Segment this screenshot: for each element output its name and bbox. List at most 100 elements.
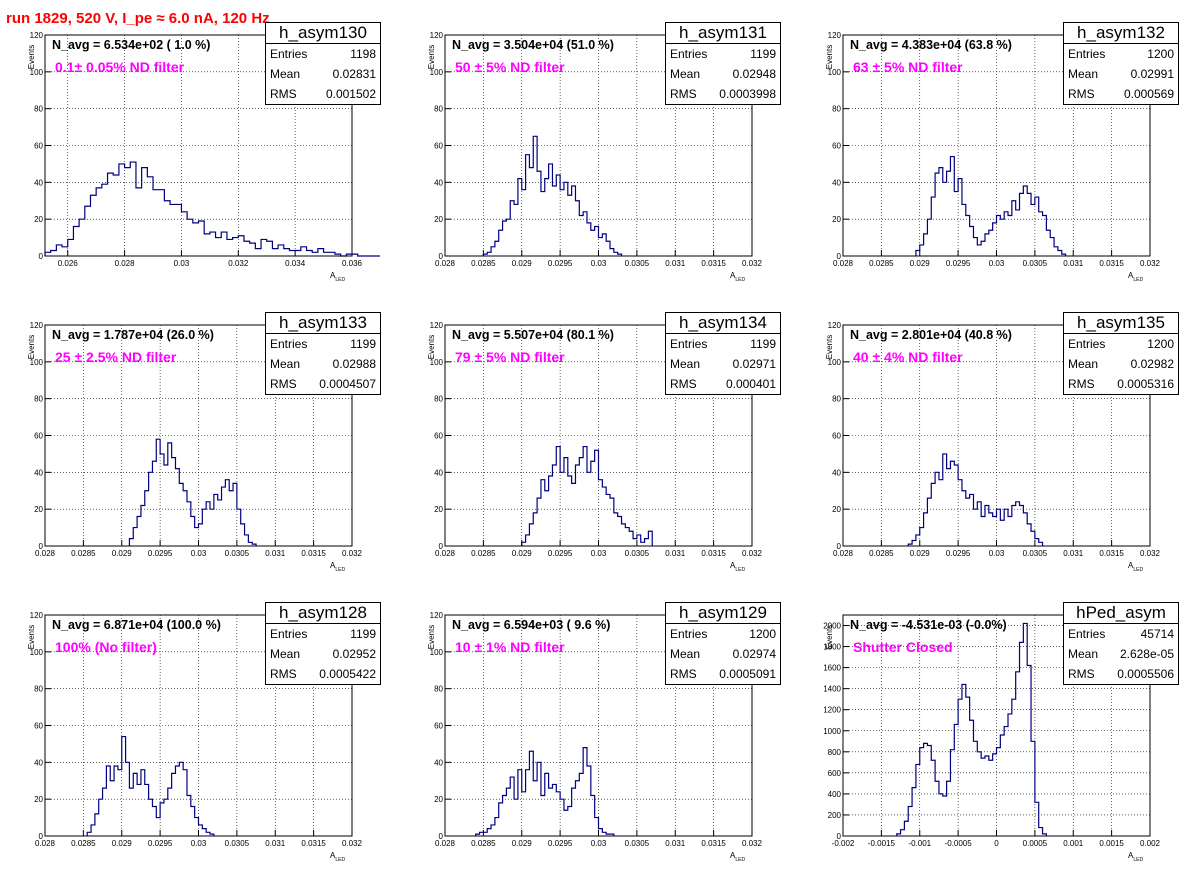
- x-axis-title: ALED: [330, 561, 345, 572]
- x-tick-label: 0.028: [435, 839, 456, 848]
- y-axis-title: Events: [27, 625, 36, 649]
- stats-label: RMS: [1068, 377, 1095, 391]
- x-tick-label: 0.0295: [946, 549, 971, 558]
- x-tick-label: 0.002: [1140, 839, 1161, 848]
- x-tick-label: 0.0305: [625, 259, 650, 268]
- stats-box: h_asym135 Entries 1200 Mean 0.02982 RMS 0.0005…: [1063, 312, 1179, 395]
- stats-value: 0.001502: [325, 87, 376, 101]
- navg-label: N_avg = 6.594e+03 ( 9.6 %): [452, 618, 610, 632]
- x-axis-title: ALED: [330, 851, 345, 862]
- histogram-panel: 0.028 0.0285 0.029 0.0295 0.03 0.0305 0.031 0.0…: [798, 312, 1179, 572]
- stats-value: 0.000401: [725, 377, 776, 391]
- stats-label: RMS: [670, 377, 697, 391]
- y-tick-label: 20: [34, 215, 43, 224]
- y-axis-title: Events: [27, 45, 36, 69]
- y-tick-label: 100: [828, 358, 842, 367]
- filter-label: 40 ± 4% ND filter: [853, 349, 963, 365]
- histogram-panel: 0.028 0.0285 0.029 0.0295 0.03 0.0305 0.031 0.0…: [400, 602, 781, 862]
- stats-label: Mean: [270, 67, 301, 81]
- x-tick-label: 0.0285: [71, 839, 96, 848]
- x-tick-label: 0.031: [265, 549, 286, 558]
- x-tick-label: 0.032: [1140, 549, 1161, 558]
- stats-value: 0.02982: [1130, 357, 1174, 371]
- histogram-panel: 0.028 0.0285 0.029 0.0295 0.03 0.0305 0.031 0.0…: [0, 602, 381, 862]
- x-tick-label: 0.0015: [1099, 839, 1124, 848]
- y-tick-label: 1200: [823, 706, 841, 715]
- stats-label: Entries: [670, 337, 708, 351]
- x-tick-label: 0.0295: [148, 839, 173, 848]
- x-tick-label: 0.031: [1063, 549, 1084, 558]
- stats-label: RMS: [270, 667, 297, 681]
- y-tick-label: 120: [430, 31, 444, 40]
- stats-value: 1199: [350, 627, 376, 641]
- stats-value: 1198: [350, 47, 376, 61]
- stats-entries-row: Entries 45714: [1064, 624, 1178, 644]
- x-tick-label: 0.03: [191, 549, 207, 558]
- y-tick-label: 60: [34, 142, 43, 151]
- x-tick-label: 0.03: [989, 259, 1005, 268]
- stats-mean-row: Mean 0.02952: [266, 644, 380, 664]
- stats-entries-row: Entries 1199: [666, 44, 780, 64]
- x-tick-label: 0.032: [342, 839, 363, 848]
- x-tick-label: 0.0005: [1023, 839, 1048, 848]
- stats-value: 0.0005422: [319, 667, 376, 681]
- y-tick-label: 1000: [823, 727, 841, 736]
- x-tick-label: 0.032: [742, 839, 763, 848]
- x-tick-label: 0.0285: [869, 549, 894, 558]
- stats-entries-row: Entries 1200: [1064, 334, 1178, 354]
- histogram-panel: 0.026 0.028 0.03 0.032 0.034 0.036 0 20 40 60 80 10…: [0, 22, 381, 282]
- x-tick-label: 0.029: [112, 549, 133, 558]
- navg-label: N_avg = 6.871e+04 (100.0 %): [52, 618, 221, 632]
- y-tick-label: 80: [34, 395, 43, 404]
- y-tick-label: 100: [430, 358, 444, 367]
- x-tick-label: 0.0315: [701, 549, 726, 558]
- x-tick-label: 0.031: [665, 839, 686, 848]
- stats-value: 0.02948: [732, 67, 776, 81]
- stats-label: Mean: [270, 647, 301, 661]
- stats-box: h_asym134 Entries 1199 Mean 0.02971 RMS 0.0004…: [665, 312, 781, 395]
- x-tick-label: 0.03: [191, 839, 207, 848]
- y-tick-label: 0: [439, 832, 444, 841]
- x-tick-label: 0.0305: [1023, 259, 1048, 268]
- x-tick-label: -0.0005: [945, 839, 973, 848]
- x-axis-title: ALED: [1128, 851, 1143, 862]
- x-axis-title-main: A: [1128, 271, 1134, 280]
- x-tick-label: 0.0315: [701, 259, 726, 268]
- histogram-series: [475, 747, 615, 836]
- y-tick-label: 0: [39, 542, 44, 551]
- stats-rms-row: RMS 0.0003998: [666, 84, 780, 104]
- x-tick-label: 0.029: [512, 839, 533, 848]
- stats-box: h_asym131 Entries 1199 Mean 0.02948 RMS 0.0003…: [665, 22, 781, 105]
- x-tick-label: 0.032: [1140, 259, 1161, 268]
- stats-label: Entries: [670, 627, 708, 641]
- y-axis-title: Events: [427, 45, 436, 69]
- stats-label: RMS: [670, 87, 697, 101]
- y-tick-label: 80: [434, 685, 443, 694]
- x-tick-label: 0.0295: [148, 549, 173, 558]
- filter-label: 25 ± 2.5% ND filter: [55, 349, 177, 365]
- navg-label: N_avg = 6.534e+02 ( 1.0 %): [52, 38, 210, 52]
- y-tick-label: 40: [832, 468, 841, 477]
- stats-rms-row: RMS 0.000569: [1064, 84, 1178, 104]
- stats-entries-row: Entries 1199: [266, 334, 380, 354]
- stats-rms-row: RMS 0.000401: [666, 374, 780, 394]
- histogram-name: h_asym133: [266, 313, 380, 334]
- x-tick-label: 0.031: [265, 839, 286, 848]
- x-axis-title-sub: LED: [1133, 567, 1143, 572]
- stats-mean-row: Mean 0.02948: [666, 64, 780, 84]
- stats-label: Mean: [1068, 357, 1099, 371]
- x-axis-title-sub: LED: [1133, 277, 1143, 282]
- x-axis-title-sub: LED: [335, 857, 345, 862]
- x-tick-label: 0.0315: [301, 839, 326, 848]
- x-axis-title: ALED: [1128, 271, 1143, 282]
- stats-mean-row: Mean 0.02971: [666, 354, 780, 374]
- x-tick-label: 0.028: [435, 549, 456, 558]
- stats-value: 2.628e-05: [1119, 647, 1174, 661]
- histogram-series: [44, 161, 380, 257]
- y-tick-label: 1400: [823, 685, 841, 694]
- y-tick-label: 60: [34, 722, 43, 731]
- stats-mean-row: Mean 0.02988: [266, 354, 380, 374]
- histogram-plot: 0.028 0.0285 0.029 0.0295 0.03 0.0305 0.031 0.0…: [427, 321, 763, 572]
- y-tick-label: 600: [828, 769, 842, 778]
- x-tick-label: 0: [994, 839, 999, 848]
